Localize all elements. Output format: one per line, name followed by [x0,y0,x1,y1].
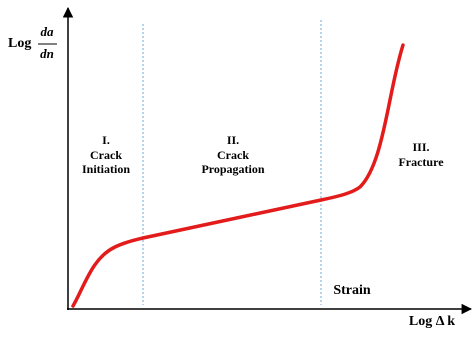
region-number: III. [412,140,429,154]
crack-growth-curve [71,43,405,308]
region-label: Crack [90,148,122,162]
region-label: Fracture [398,155,444,169]
x-axis-label: Log Δ k [409,314,455,329]
y-label-numerator: da [41,24,55,39]
annotation: Strain [333,283,371,298]
region-number: II. [227,133,239,147]
region-label: Propagation [201,162,264,176]
y-label-denominator: dn [40,46,54,61]
region-label: Initiation [82,162,130,176]
region-label: Crack [217,148,249,162]
y-label-prefix: Log [8,36,31,51]
region-number: I. [102,133,110,147]
